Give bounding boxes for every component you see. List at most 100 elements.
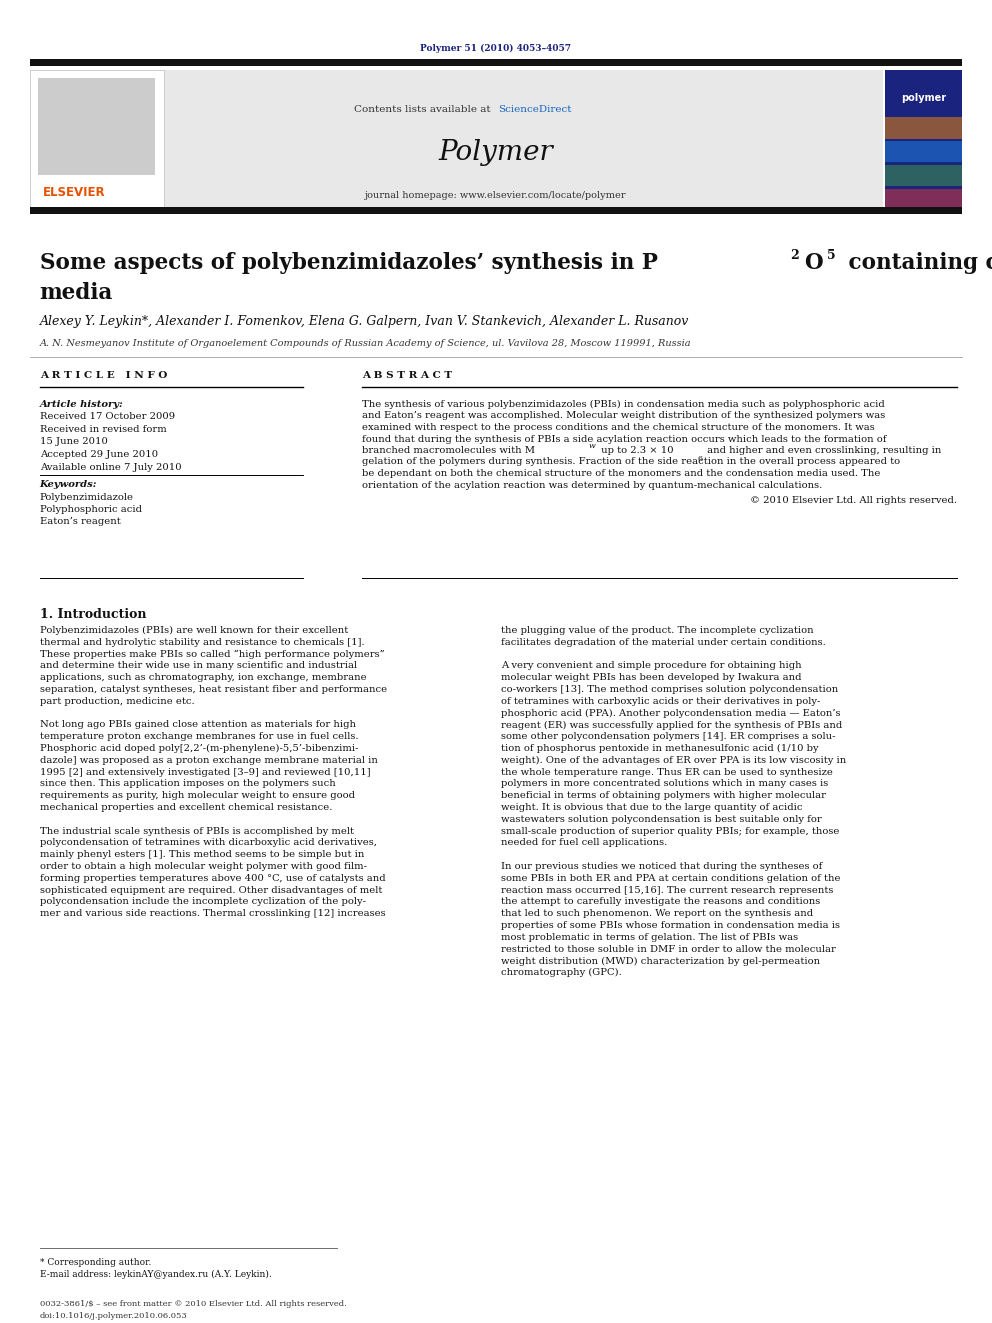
Text: reagent (ER) was successfully applied for the synthesis of PBIs and: reagent (ER) was successfully applied fo… bbox=[501, 721, 842, 729]
Text: chromatography (GPC).: chromatography (GPC). bbox=[501, 968, 622, 978]
Text: ELSEVIER: ELSEVIER bbox=[43, 185, 105, 198]
Text: The synthesis of various polybenzimidazoles (PBIs) in condensation media such as: The synthesis of various polybenzimidazo… bbox=[362, 400, 885, 409]
Text: tion of phosphorus pentoxide in methanesulfonic acid (1/10 by: tion of phosphorus pentoxide in methanes… bbox=[501, 744, 818, 753]
Text: The industrial scale synthesis of PBIs is accomplished by melt: The industrial scale synthesis of PBIs i… bbox=[40, 827, 354, 836]
Text: Some aspects of polybenzimidazoles’ synthesis in P: Some aspects of polybenzimidazoles’ synt… bbox=[40, 251, 658, 274]
Text: properties of some PBIs whose formation in condensation media is: properties of some PBIs whose formation … bbox=[501, 921, 840, 930]
Bar bbox=[885, 189, 962, 210]
Text: orientation of the acylation reaction was determined by quantum-mechanical calcu: orientation of the acylation reaction wa… bbox=[362, 480, 822, 490]
Text: sophisticated equipment are required. Other disadvantages of melt: sophisticated equipment are required. Ot… bbox=[40, 885, 382, 894]
Text: 1995 [2] and extensively investigated [3–9] and reviewed [10,11]: 1995 [2] and extensively investigated [3… bbox=[40, 767, 370, 777]
Text: Contents lists available at: Contents lists available at bbox=[354, 106, 494, 115]
Text: doi:10.1016/j.polymer.2010.06.053: doi:10.1016/j.polymer.2010.06.053 bbox=[40, 1312, 187, 1320]
Text: Polybenzimidazole: Polybenzimidazole bbox=[40, 492, 134, 501]
Text: and higher and even crosslinking, resulting in: and higher and even crosslinking, result… bbox=[704, 446, 941, 455]
Text: In our previous studies we noticed that during the syntheses of: In our previous studies we noticed that … bbox=[501, 863, 822, 871]
Text: that led to such phenomenon. We report on the synthesis and: that led to such phenomenon. We report o… bbox=[501, 909, 813, 918]
Text: These properties make PBIs so called “high performance polymers”: These properties make PBIs so called “hi… bbox=[40, 650, 384, 659]
Bar bbox=[885, 70, 962, 210]
Text: requirements as purity, high molecular weight to ensure good: requirements as purity, high molecular w… bbox=[40, 791, 355, 800]
Text: mechanical properties and excellent chemical resistance.: mechanical properties and excellent chem… bbox=[40, 803, 332, 812]
Text: most problematic in terms of gelation. The list of PBIs was: most problematic in terms of gelation. T… bbox=[501, 933, 799, 942]
Text: of tetramines with carboxylic acids or their derivatives in poly-: of tetramines with carboxylic acids or t… bbox=[501, 697, 820, 705]
Text: small-scale production of superior quality PBIs; for example, those: small-scale production of superior quali… bbox=[501, 827, 839, 836]
Text: Not long ago PBIs gained close attention as materials for high: Not long ago PBIs gained close attention… bbox=[40, 721, 356, 729]
Text: restricted to those soluble in DMF in order to allow the molecular: restricted to those soluble in DMF in or… bbox=[501, 945, 836, 954]
Text: Polymer 51 (2010) 4053–4057: Polymer 51 (2010) 4053–4057 bbox=[421, 44, 571, 53]
Text: © 2010 Elsevier Ltd. All rights reserved.: © 2010 Elsevier Ltd. All rights reserved… bbox=[750, 496, 957, 505]
Text: co-workers [13]. The method comprises solution polycondensation: co-workers [13]. The method comprises so… bbox=[501, 685, 838, 695]
Text: weight distribution (MWD) characterization by gel-permeation: weight distribution (MWD) characterizati… bbox=[501, 957, 820, 966]
Text: phosphoric acid (PPA). Another polycondensation media — Eaton’s: phosphoric acid (PPA). Another polyconde… bbox=[501, 709, 840, 717]
Bar bbox=[885, 165, 962, 187]
Bar bbox=[885, 142, 962, 163]
Text: the attempt to carefully investigate the reasons and conditions: the attempt to carefully investigate the… bbox=[501, 897, 820, 906]
Text: polymer: polymer bbox=[901, 93, 946, 103]
Text: since then. This application imposes on the polymers such: since then. This application imposes on … bbox=[40, 779, 335, 789]
Text: 5: 5 bbox=[827, 249, 836, 262]
Text: examined with respect to the process conditions and the chemical structure of th: examined with respect to the process con… bbox=[362, 423, 875, 433]
Text: gelation of the polymers during synthesis. Fraction of the side reaction in the : gelation of the polymers during synthesi… bbox=[362, 458, 900, 467]
Text: polycondensation of tetramines with dicarboxylic acid derivatives,: polycondensation of tetramines with dica… bbox=[40, 839, 377, 848]
Bar bbox=[30, 206, 962, 214]
Text: reaction mass occurred [15,16]. The current research represents: reaction mass occurred [15,16]. The curr… bbox=[501, 885, 833, 894]
Text: 1. Introduction: 1. Introduction bbox=[40, 609, 146, 620]
Text: 2: 2 bbox=[790, 249, 799, 262]
Text: temperature proton exchange membranes for use in fuel cells.: temperature proton exchange membranes fo… bbox=[40, 732, 358, 741]
Text: Keywords:: Keywords: bbox=[40, 480, 97, 490]
Text: 15 June 2010: 15 June 2010 bbox=[40, 438, 107, 446]
Bar bbox=[30, 60, 962, 66]
Text: weight). One of the advantages of ER over PPA is its low viscosity in: weight). One of the advantages of ER ove… bbox=[501, 755, 846, 765]
Text: mainly phenyl esters [1]. This method seems to be simple but in: mainly phenyl esters [1]. This method se… bbox=[40, 851, 364, 859]
Text: forming properties temperatures above 400 °C, use of catalysts and: forming properties temperatures above 40… bbox=[40, 873, 385, 882]
Text: mer and various side reactions. Thermal crosslinking [12] increases: mer and various side reactions. Thermal … bbox=[40, 909, 385, 918]
Text: Eaton’s reagent: Eaton’s reagent bbox=[40, 517, 120, 527]
Text: A very convenient and simple procedure for obtaining high: A very convenient and simple procedure f… bbox=[501, 662, 802, 671]
Text: containing condensation: containing condensation bbox=[841, 251, 992, 274]
Text: thermal and hydrolytic stability and resistance to chemicals [1].: thermal and hydrolytic stability and res… bbox=[40, 638, 364, 647]
Text: A. N. Nesmeyanov Institute of Organoelement Compounds of Russian Academy of Scie: A. N. Nesmeyanov Institute of Organoelem… bbox=[40, 340, 691, 348]
Text: dazole] was proposed as a proton exchange membrane material in: dazole] was proposed as a proton exchang… bbox=[40, 755, 378, 765]
Text: ScienceDirect: ScienceDirect bbox=[498, 106, 571, 115]
Text: * Corresponding author.: * Corresponding author. bbox=[40, 1258, 151, 1267]
Bar bbox=[885, 118, 962, 139]
Text: Article history:: Article history: bbox=[40, 400, 123, 409]
Text: branched macromolecules with M: branched macromolecules with M bbox=[362, 446, 535, 455]
Text: Polymer: Polymer bbox=[438, 139, 554, 165]
Text: polymers in more concentrated solutions which in many cases is: polymers in more concentrated solutions … bbox=[501, 779, 828, 789]
Text: Polyphosphoric acid: Polyphosphoric acid bbox=[40, 505, 142, 515]
Text: part production, medicine etc.: part production, medicine etc. bbox=[40, 697, 194, 705]
Text: Alexey Y. Leykin*, Alexander I. Fomenkov, Elena G. Galpern, Ivan V. Stankevich, : Alexey Y. Leykin*, Alexander I. Fomenkov… bbox=[40, 315, 689, 328]
Text: O: O bbox=[805, 251, 823, 274]
Text: some other polycondensation polymers [14]. ER comprises a solu-: some other polycondensation polymers [14… bbox=[501, 732, 835, 741]
Text: the whole temperature range. Thus ER can be used to synthesize: the whole temperature range. Thus ER can… bbox=[501, 767, 833, 777]
Text: E-mail address: leykinAY@yandex.ru (A.Y. Leykin).: E-mail address: leykinAY@yandex.ru (A.Y.… bbox=[40, 1270, 272, 1279]
Text: A B S T R A C T: A B S T R A C T bbox=[362, 372, 452, 381]
Text: w: w bbox=[588, 442, 595, 450]
Text: and determine their wide use in many scientific and industrial: and determine their wide use in many sci… bbox=[40, 662, 357, 671]
Text: journal homepage: www.elsevier.com/locate/polymer: journal homepage: www.elsevier.com/locat… bbox=[365, 192, 627, 201]
Text: Received 17 October 2009: Received 17 October 2009 bbox=[40, 413, 175, 422]
Text: facilitates degradation of the material under certain conditions.: facilitates degradation of the material … bbox=[501, 638, 825, 647]
Text: molecular weight PBIs has been developed by Iwakura and: molecular weight PBIs has been developed… bbox=[501, 673, 802, 683]
Bar bbox=[38, 78, 155, 175]
Text: up to 2.3 × 10: up to 2.3 × 10 bbox=[598, 446, 674, 455]
Text: polycondensation include the incomplete cyclization of the poly-: polycondensation include the incomplete … bbox=[40, 897, 366, 906]
Text: A R T I C L E   I N F O: A R T I C L E I N F O bbox=[40, 372, 167, 381]
Text: wastewaters solution polycondensation is best suitable only for: wastewaters solution polycondensation is… bbox=[501, 815, 821, 824]
Text: 6: 6 bbox=[697, 455, 702, 463]
Text: and Eaton’s reagent was accomplished. Molecular weight distribution of the synth: and Eaton’s reagent was accomplished. Mo… bbox=[362, 411, 885, 421]
Text: Phosphoric acid doped poly[2,2’-(m-phenylene)-5,5’-bibenzimi-: Phosphoric acid doped poly[2,2’-(m-pheny… bbox=[40, 744, 358, 753]
Bar bbox=[164, 70, 883, 210]
Text: some PBIs in both ER and PPA at certain conditions gelation of the: some PBIs in both ER and PPA at certain … bbox=[501, 873, 840, 882]
Text: the plugging value of the product. The incomplete cyclization: the plugging value of the product. The i… bbox=[501, 626, 813, 635]
Text: Polybenzimidazoles (PBIs) are well known for their excellent: Polybenzimidazoles (PBIs) are well known… bbox=[40, 626, 348, 635]
Text: beneficial in terms of obtaining polymers with higher molecular: beneficial in terms of obtaining polymer… bbox=[501, 791, 826, 800]
Text: media: media bbox=[40, 282, 113, 304]
Text: needed for fuel cell applications.: needed for fuel cell applications. bbox=[501, 839, 668, 848]
Text: applications, such as chromatography, ion exchange, membrane: applications, such as chromatography, io… bbox=[40, 673, 366, 683]
Text: order to obtain a high molecular weight polymer with good film-: order to obtain a high molecular weight … bbox=[40, 863, 367, 871]
Text: Received in revised form: Received in revised form bbox=[40, 425, 167, 434]
Text: Accepted 29 June 2010: Accepted 29 June 2010 bbox=[40, 450, 158, 459]
Text: weight. It is obvious that due to the large quantity of acidic: weight. It is obvious that due to the la… bbox=[501, 803, 803, 812]
